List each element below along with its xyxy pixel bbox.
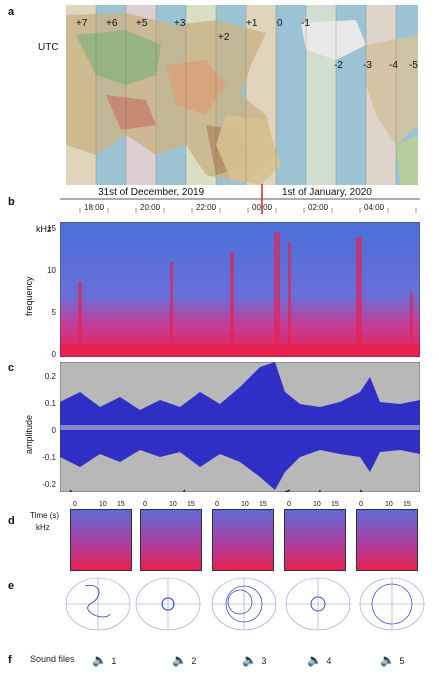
snippet-3-tick-0: 0 [215,501,219,508]
sound-file-1[interactable]: 🔈 1 [92,651,116,669]
snippet-spectrogram-3: 0 10 15 [212,501,274,571]
tz-label-zero: 0 [277,18,283,29]
tz-label-minus1: -1 [301,18,310,29]
snippet-4-tick-10: 10 [313,501,321,508]
date-left: 31st of December, 2019 [98,187,205,198]
snippet-spectrogram-1: 0 10 15 [70,501,132,571]
time-tick-0400: 04:00 [364,203,385,212]
amplitude-plot [60,362,420,492]
speaker-icon: 🔈 [172,653,187,667]
tz-label-minus3: -3 [363,60,372,71]
utc-label: UTC [38,42,59,53]
tz-label-minus5: -5 [409,60,418,71]
spec-ytick-5: 5 [51,308,56,317]
snippet-spectrogram-5: 0 10 15 [356,501,418,571]
snippet-3-tick-10: 10 [241,501,249,508]
spectrogram-plot [60,222,420,357]
sound-files-label: Sound files [30,654,75,664]
panel-label-e: e [8,580,15,592]
tz-label-plus6: +6 [106,18,118,29]
polar-plots [65,577,425,631]
spectrogram-ylabel: frequency [24,276,34,316]
tz-label-minus4: -4 [389,60,398,71]
amplitude-ylabel: amplitude [24,414,34,454]
snippet-5-tick-15: 15 [403,501,411,508]
snippet-5-tick-0: 0 [359,501,363,508]
sound-file-5-label: 5 [399,656,405,666]
snippet-spectrogram-4: 0 10 15 [284,501,346,571]
snippet-2-tick-10: 10 [169,501,177,508]
spectrogram-unit: kHz [36,224,52,234]
snippet-spectrogram-2: 0 10 15 [140,501,202,571]
sound-file-3-label: 3 [261,656,267,666]
sound-file-3[interactable]: 🔈 3 [242,651,266,669]
spec-ytick-15: 15 [47,224,56,233]
snippet-5-tick-10: 10 [385,501,393,508]
speaker-icon: 🔈 [380,653,395,667]
amp-ytick-0: 0 [51,426,56,435]
snippet-1-tick-0: 0 [73,501,77,508]
world-map [66,5,418,185]
speaker-icon: 🔈 [307,653,322,667]
spec-ytick-10: 10 [47,266,56,275]
sound-file-4[interactable]: 🔈 4 [307,651,331,669]
amp-ytick-0p2: 0.2 [44,372,56,381]
snippet-3-tick-15: 15 [259,501,267,508]
snippet-4-tick-0: 0 [287,501,291,508]
sound-file-2-label: 2 [191,656,197,666]
time-tick-2200: 22:00 [196,203,217,212]
tz-label-plus2: +2 [218,32,230,43]
tz-label-minus2: -2 [334,60,343,71]
snippet-1-tick-15: 15 [117,501,125,508]
snippet-time-label: Time (s) [30,511,60,520]
time-tick-0200: 02:00 [308,203,329,212]
spec-ytick-0: 0 [51,350,56,359]
sound-file-5[interactable]: 🔈 5 [380,651,404,669]
speaker-icon: 🔈 [242,653,257,667]
panel-label-c: c [8,362,15,374]
snippet-2-tick-0: 0 [143,501,147,508]
panel-label-f: f [8,654,12,666]
snippet-khz-label: kHz [36,523,50,532]
tz-label-plus7: +7 [76,18,88,29]
snippet-2-tick-15: 15 [187,501,195,508]
amp-ytick-m0p2: -0.2 [42,480,56,489]
sound-file-2[interactable]: 🔈 2 [172,651,196,669]
tz-label-plus3: +3 [174,18,186,29]
tz-label-plus5: +5 [136,18,148,29]
panel-label-d: d [8,515,15,527]
amp-ytick-m0p1: -0.1 [42,453,56,462]
time-axis [60,184,420,214]
panel-label-a: a [8,6,15,18]
snippet-4-tick-15: 15 [331,501,339,508]
time-tick-1800: 18:00 [84,203,105,212]
time-tick-0000: 00:00 [252,203,273,212]
panel-label-b: b [8,196,15,208]
speaker-icon: 🔈 [92,653,107,667]
sound-file-1-label: 1 [111,656,117,666]
snippet-1-tick-10: 10 [99,501,107,508]
tz-label-plus1: +1 [246,18,258,29]
sound-file-4-label: 4 [326,656,332,666]
date-right: 1st of January, 2020 [282,187,372,198]
time-tick-2000: 20:00 [140,203,161,212]
amp-ytick-0p1: 0.1 [44,399,56,408]
